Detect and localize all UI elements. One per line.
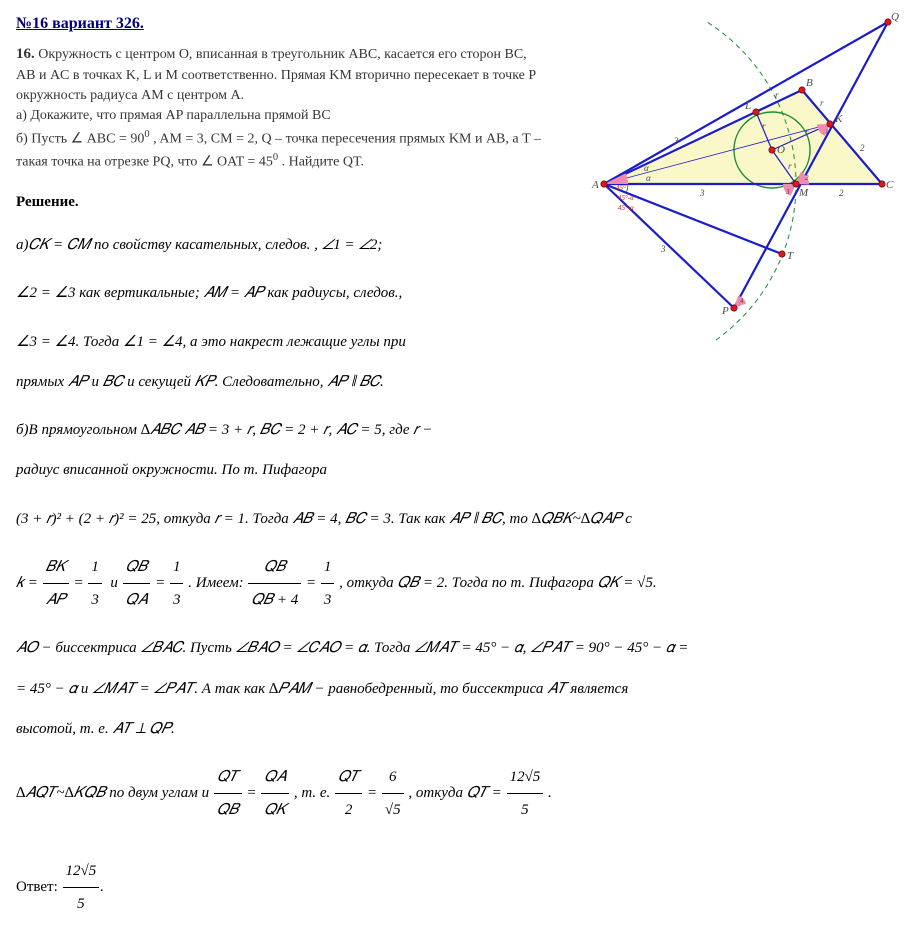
svg-text:r: r: [788, 161, 792, 171]
frac-6-rt5: 6√5: [382, 761, 404, 827]
problem-text-b-end: . Найдите QT.: [282, 154, 364, 169]
b4-so: , откуда 𝑄𝐵 = 2. Тогда по т. Пифагора 𝑄𝐾…: [339, 575, 656, 591]
diagram-container: A B C K L M O P Q Tr r r r r 3 3 3 2 2 αα 45° 45°-α 45°-α 1 2 3 4: [590, 0, 900, 354]
sol-line-b2: радиус вписанной окружности. По т. Пифаг…: [16, 454, 894, 486]
sol-line-b8: ∆𝐴𝑄𝑇~∆𝐾𝑄𝐵 по двум углам и 𝑄𝑇𝑄𝐵 = 𝑄𝐴𝑄𝐾 , …: [16, 761, 894, 827]
b8a: ∆𝐴𝑄𝑇~∆𝐾𝑄𝐵 по двум углам и: [16, 785, 209, 801]
svg-text:α: α: [646, 173, 651, 183]
svg-text:r: r: [820, 98, 824, 108]
answer-block: Ответ: 12√55.: [16, 855, 894, 921]
sol-line-b5: 𝐴𝑂 − биссектриса ∠𝐵𝐴𝐶. Пусть ∠𝐵𝐴𝑂 = ∠𝐶𝐴𝑂…: [16, 632, 894, 664]
answer-label: Ответ:: [16, 879, 58, 895]
sol-line-b1: б)В прямоугольном ∆𝐴𝐵𝐶 𝐴𝐵 = 3 + 𝑟, 𝐵𝐶 = …: [16, 414, 894, 446]
b4-have: . Имеем:: [188, 575, 243, 591]
problem-angle-oat: ∠ OAT = 45: [201, 154, 273, 169]
b8d: .: [548, 785, 552, 801]
b8b: , т. е.: [294, 785, 330, 801]
svg-text:2: 2: [839, 188, 844, 198]
svg-text:K: K: [834, 113, 843, 125]
svg-text:α: α: [644, 163, 649, 173]
svg-text:4: 4: [740, 297, 744, 305]
sol-line-b4: 𝑘 = 𝐵𝐾𝐴𝑃 = 13 и 𝑄𝐵𝑄𝐴 = 13 . Имеем: 𝑄𝐵𝑄𝐵 …: [16, 551, 894, 617]
svg-text:O: O: [777, 144, 785, 156]
deg-sup-2: 0: [273, 152, 278, 163]
svg-text:B: B: [806, 77, 813, 89]
svg-text:45°: 45°: [616, 184, 626, 192]
frac-ans-inline: 12√55: [507, 761, 544, 827]
problem-number: 16.: [16, 46, 35, 62]
problem-text-b-pre: б) Пусть: [16, 131, 71, 146]
problem-text-1: Окружность с центром О, вписанная в треу…: [16, 47, 536, 103]
svg-text:2: 2: [860, 143, 865, 153]
sol-line-a4: прямых 𝐴𝑃 и 𝐵𝐶 и секущей 𝐾𝑃. Следователь…: [16, 366, 894, 398]
svg-text:r: r: [805, 127, 809, 137]
deg-sup-1: 0: [144, 129, 149, 140]
sol-line-b3: (3 + 𝑟)² + (2 + 𝑟)² = 25, откуда 𝑟 = 1. …: [16, 503, 894, 535]
svg-text:Q: Q: [891, 11, 899, 23]
frac-1-3a: 13: [88, 551, 102, 617]
b4-and: и: [110, 575, 118, 591]
frac-bk-ap: 𝐵𝐾𝐴𝑃: [43, 551, 69, 617]
b4-k: 𝑘 =: [16, 575, 38, 591]
svg-text:r: r: [762, 121, 766, 131]
problem-statement: 16. Окружность с центром О, вписанная в …: [16, 44, 541, 173]
problem-text-a: а) Докажите, что прямая AP параллельна п…: [16, 108, 331, 123]
svg-text:1: 1: [825, 128, 829, 136]
svg-text:3: 3: [699, 188, 705, 198]
svg-text:r: r: [775, 90, 779, 100]
frac-qb-qb4: 𝑄𝐵𝑄𝐵 + 4: [248, 551, 301, 617]
frac-1-3c: 13: [321, 551, 335, 617]
svg-text:2: 2: [805, 174, 809, 182]
svg-text:45°-α: 45°-α: [618, 194, 634, 202]
sol-line-b6: = 45° − 𝛼 и ∠𝑀𝐴𝑇 = ∠𝑃𝐴𝑇. А так как ∆𝑃𝐴𝑀 …: [16, 673, 894, 705]
frac-qt-2: 𝑄𝑇2: [335, 761, 362, 827]
svg-text:45°-α: 45°-α: [618, 204, 634, 212]
svg-text:C: C: [886, 179, 894, 191]
geometry-diagram: A B C K L M O P Q Tr r r r r 3 3 3 2 2 αα 45° 45°-α 45°-α 1 2 3 4: [590, 0, 900, 346]
frac-qa-qk: 𝑄𝐴𝑄𝐾: [261, 761, 289, 827]
frac-qb-qa: 𝑄𝐵𝑄𝐴: [123, 551, 151, 617]
svg-text:M: M: [798, 187, 809, 199]
svg-text:T: T: [787, 250, 794, 262]
svg-text:3: 3: [673, 136, 679, 146]
frac-1-3b: 13: [170, 551, 184, 617]
frac-answer: 12√55: [63, 855, 100, 921]
b8c: , откуда 𝑄𝑇 =: [408, 785, 501, 801]
svg-text:3: 3: [660, 244, 666, 254]
sol-line-b7: высотой, т. е. 𝐴𝑇 ⊥ 𝑄𝑃.: [16, 713, 894, 745]
problem-angle-abc: ∠ ABC = 90: [71, 131, 145, 146]
svg-text:A: A: [591, 179, 599, 191]
svg-text:3: 3: [785, 188, 790, 196]
frac-qt-qb: 𝑄𝑇𝑄𝐵: [214, 761, 242, 827]
svg-text:P: P: [721, 305, 729, 317]
svg-text:L: L: [744, 100, 751, 112]
